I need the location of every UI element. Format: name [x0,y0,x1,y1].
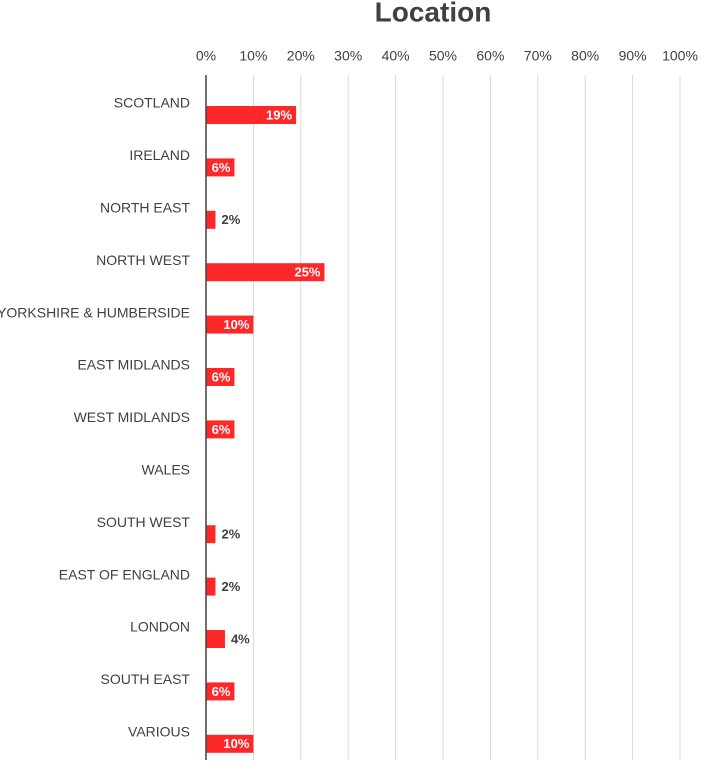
chart-title: Location [375,0,492,27]
y-tick-label: SOUTH EAST [101,671,191,687]
y-tick-label: SOUTH WEST [97,514,191,530]
x-tick-label: 20% [287,48,315,64]
bar [206,158,235,177]
y-tick-label: YORKSHIRE & HUMBERSIDE [0,304,190,320]
bar [206,368,235,386]
y-tick-label: WEST MIDLANDS [74,409,190,425]
bar [206,577,216,596]
x-tick-label: 30% [334,48,362,64]
y-tick-label: VARIOUS [128,724,190,740]
value-label: 6% [212,422,231,437]
bar [206,682,235,701]
bar [206,630,225,648]
x-tick-label: 90% [619,48,647,64]
y-tick-label: NORTH WEST [96,252,190,268]
bar [206,210,216,229]
value-label: 6% [212,369,231,384]
x-tick-label: 10% [239,48,267,64]
bar [206,106,297,124]
value-label: 25% [294,265,320,280]
x-tick-label: 60% [476,48,504,64]
x-tick-label: 80% [571,48,599,64]
value-label: 4% [231,631,250,646]
y-tick-label: LONDON [130,619,190,635]
bar [206,734,254,753]
y-tick-label: NORTH EAST [100,200,190,216]
value-label: 6% [212,684,231,699]
bar [206,315,254,334]
bar [206,420,235,439]
y-tick-label: IRELAND [129,147,190,163]
y-tick-label: SCOTLAND [114,95,190,111]
value-label: 2% [221,579,240,594]
x-tick-label: 70% [524,48,552,64]
y-tick-label: EAST MIDLANDS [77,357,190,373]
y-tick-label: EAST OF ENGLAND [59,566,190,582]
value-label: 2% [221,212,240,227]
x-tick-label: 50% [429,48,457,64]
value-label: 10% [223,736,249,751]
bar [206,263,325,282]
x-tick-label: 0% [196,48,216,64]
value-label: 6% [212,160,231,175]
x-tick-label: 100% [662,48,698,64]
y-tick-label: WALES [142,462,191,478]
value-label: 10% [223,317,249,332]
x-tick-label: 40% [382,48,410,64]
value-label: 2% [221,527,240,542]
bar [206,525,216,544]
value-label: 19% [266,107,292,122]
